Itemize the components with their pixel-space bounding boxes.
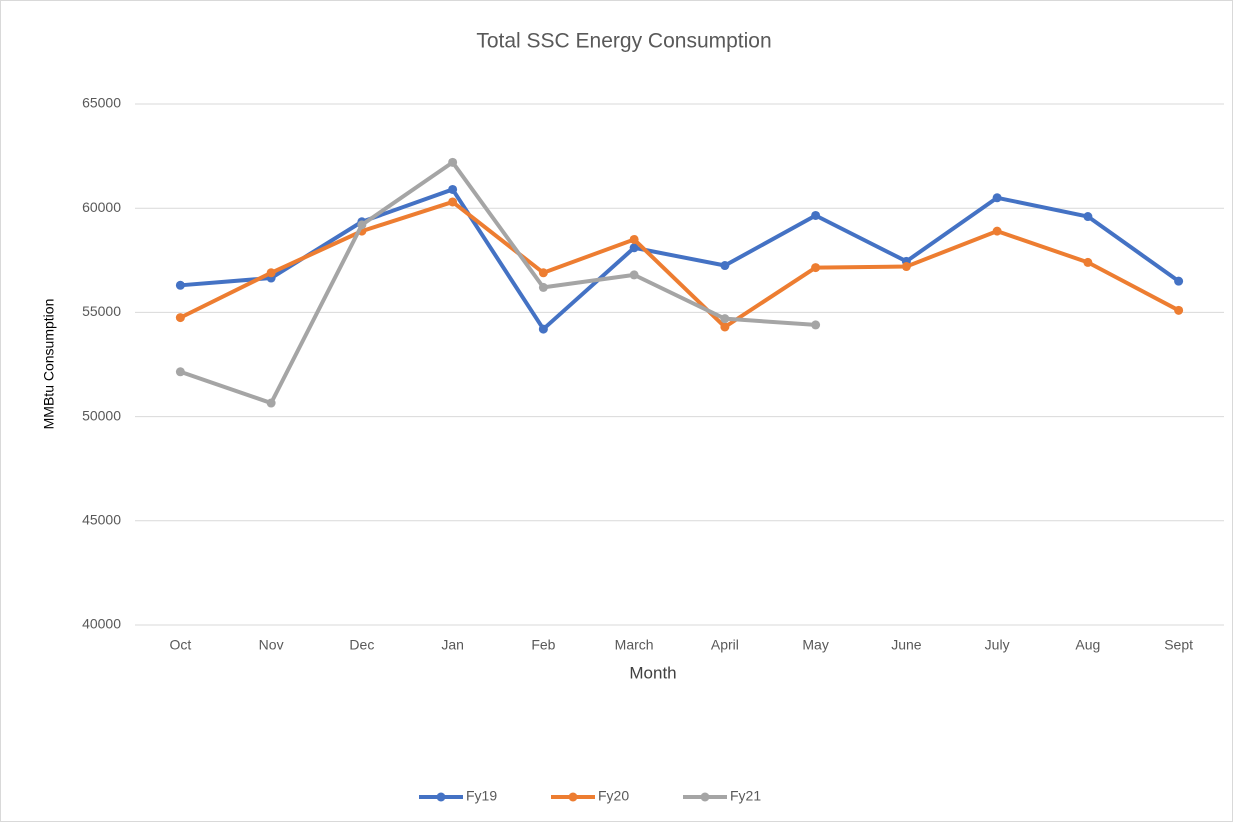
data-point bbox=[1174, 305, 1184, 315]
x-tick-label: Aug bbox=[1075, 637, 1100, 653]
data-point bbox=[629, 234, 639, 244]
data-point bbox=[992, 193, 1002, 203]
data-point bbox=[992, 226, 1002, 236]
x-tick-label: Sept bbox=[1164, 637, 1193, 653]
y-tick-label: 45000 bbox=[82, 512, 121, 528]
legend-label: Fy20 bbox=[598, 788, 629, 804]
y-tick-label: 55000 bbox=[82, 303, 121, 319]
data-point bbox=[901, 262, 911, 272]
x-tick-label: Nov bbox=[259, 637, 284, 653]
chart-title: Total SSC Energy Consumption bbox=[476, 30, 771, 53]
data-point bbox=[175, 367, 185, 377]
data-point bbox=[811, 263, 821, 273]
x-tick-label: March bbox=[615, 637, 654, 653]
data-point bbox=[1083, 257, 1093, 267]
y-tick-label: 40000 bbox=[82, 616, 121, 632]
data-point bbox=[538, 282, 548, 292]
data-point bbox=[1174, 276, 1184, 286]
x-tick-label: Oct bbox=[169, 637, 191, 653]
legend-marker bbox=[700, 792, 710, 802]
data-point bbox=[357, 220, 367, 230]
y-tick-label: 50000 bbox=[82, 407, 121, 423]
legend-marker bbox=[568, 792, 578, 802]
series-line bbox=[179, 199, 1180, 329]
legend-label: Fy19 bbox=[466, 788, 497, 804]
y-axis-label: MMBtu Consumption bbox=[41, 299, 57, 430]
series-line bbox=[180, 187, 1180, 332]
data-point bbox=[811, 320, 821, 330]
series-line bbox=[179, 160, 816, 406]
data-point bbox=[1083, 212, 1093, 222]
data-point bbox=[448, 197, 458, 207]
x-tick-label: July bbox=[985, 637, 1010, 653]
data-point bbox=[629, 270, 639, 280]
data-point bbox=[448, 184, 458, 194]
x-tick-label: Jan bbox=[441, 637, 464, 653]
data-point bbox=[175, 313, 185, 323]
data-point bbox=[720, 261, 730, 271]
data-point bbox=[720, 314, 730, 324]
x-tick-label: Feb bbox=[531, 637, 555, 653]
data-point bbox=[266, 398, 276, 408]
legend-marker bbox=[436, 792, 446, 802]
y-tick-label: 65000 bbox=[82, 95, 121, 111]
x-tick-label: April bbox=[711, 637, 739, 653]
y-tick-label: 60000 bbox=[82, 199, 121, 215]
data-point bbox=[175, 280, 185, 290]
legend-label: Fy21 bbox=[730, 788, 761, 804]
x-axis-label: Month bbox=[629, 663, 676, 682]
x-tick-label: Dec bbox=[349, 637, 374, 653]
data-point bbox=[448, 157, 458, 167]
data-point bbox=[720, 322, 730, 332]
x-tick-label: June bbox=[891, 637, 922, 653]
data-point bbox=[629, 243, 639, 253]
data-point bbox=[266, 268, 276, 278]
x-tick-label: May bbox=[802, 637, 828, 653]
data-point bbox=[538, 268, 548, 278]
data-point bbox=[811, 210, 821, 220]
data-point bbox=[538, 324, 548, 334]
